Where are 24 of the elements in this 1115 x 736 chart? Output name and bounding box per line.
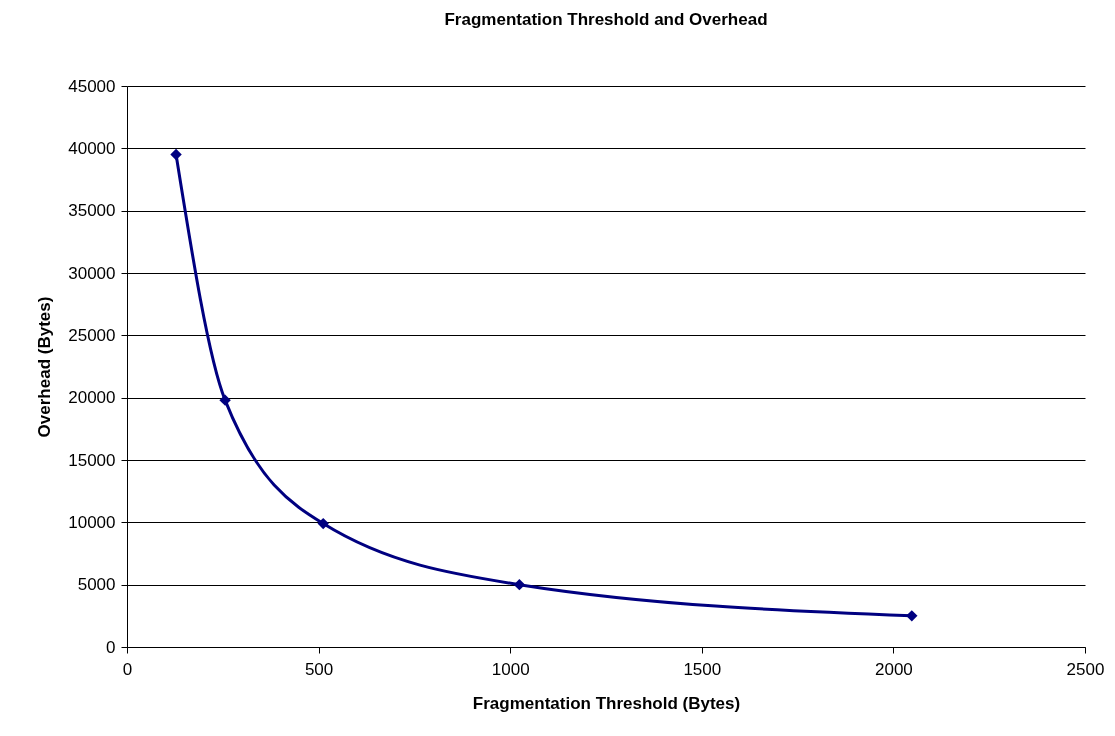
chart-title: Fragmentation Threshold and Overhead — [444, 10, 768, 29]
x-tick-label: 1500 — [683, 659, 722, 679]
y-tick-label: 45000 — [68, 76, 116, 96]
x-tick-label: 500 — [304, 659, 334, 679]
y-tick-label: 10000 — [68, 512, 116, 532]
point — [317, 517, 329, 530]
point — [906, 610, 918, 622]
x-tick-label: 0 — [122, 659, 133, 679]
y-tick-label: 15000 — [68, 450, 116, 470]
point — [219, 394, 231, 406]
y-tick-label: 25000 — [68, 325, 116, 345]
y-tick-label: 5000 — [77, 575, 116, 595]
y-tick-label: 0 — [106, 637, 116, 657]
x-tick-label: 2500 — [1066, 659, 1105, 679]
y-tick-label: 30000 — [68, 263, 116, 283]
point — [170, 148, 182, 161]
x-tick-label: 2000 — [874, 659, 913, 679]
y-tick-label: 20000 — [68, 388, 116, 408]
x-axis-title: Fragmentation Threshold (Bytes) — [472, 693, 741, 713]
point — [513, 578, 526, 591]
x-tick-label: 1000 — [491, 659, 530, 679]
y-tick-label: 35000 — [68, 201, 116, 221]
y-tick-label: 40000 — [68, 138, 116, 158]
y-axis-title: Overhead (Bytes) — [35, 296, 55, 438]
